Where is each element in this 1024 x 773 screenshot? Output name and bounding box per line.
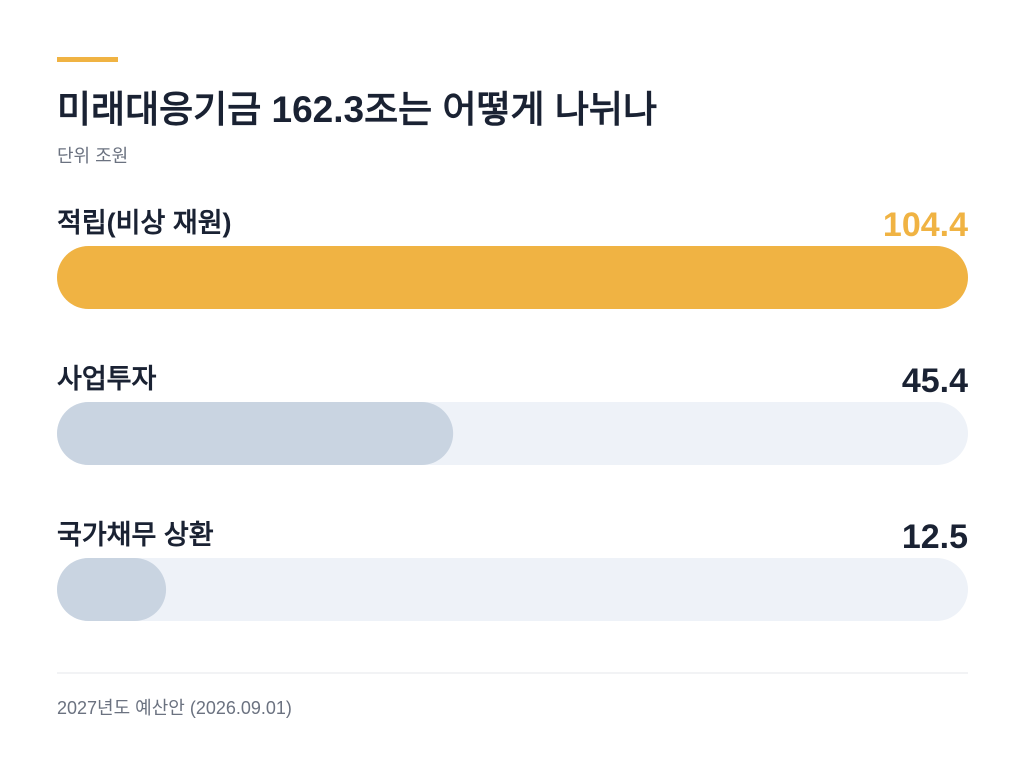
bar-track — [57, 558, 968, 621]
category-label: 적립(비상 재원) — [57, 208, 232, 238]
category-label: 국가채무 상환 — [57, 520, 214, 550]
value-label: 12.5 — [902, 518, 968, 556]
value-label: 104.4 — [883, 206, 968, 244]
chart-subtitle: 단위 조원 — [57, 146, 128, 166]
bar — [57, 402, 454, 465]
category-label: 사업투자 — [57, 364, 157, 394]
bar — [57, 246, 968, 309]
footnote: 2027년도 예산안 (2026.09.01) — [57, 698, 292, 718]
chart-title: 미래대응기금 162.3조는 어떻게 나뉘나 — [57, 89, 657, 130]
value-label: 45.4 — [902, 362, 968, 400]
accent-bar — [57, 57, 118, 62]
bar — [57, 558, 167, 621]
